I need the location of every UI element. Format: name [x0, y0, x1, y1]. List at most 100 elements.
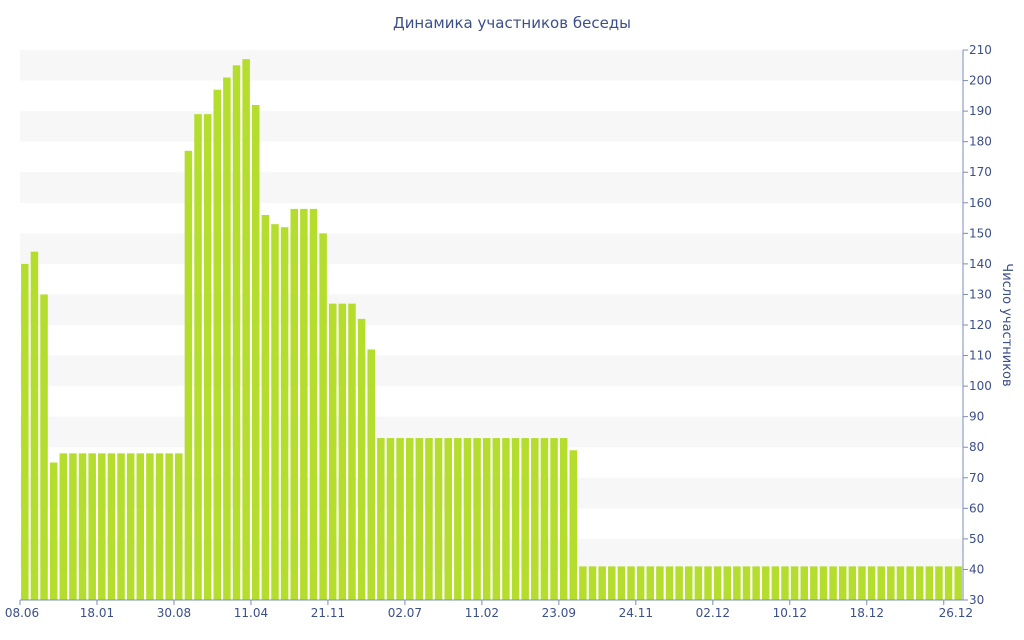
- bar: [184, 150, 193, 600]
- x-tick-label: 08.06: [5, 606, 39, 620]
- bar: [69, 453, 77, 600]
- bar: [771, 566, 780, 600]
- x-tick-label: 11.04: [234, 606, 268, 620]
- bar: [348, 303, 356, 600]
- bar: [117, 453, 125, 600]
- y-tick-label: 120: [969, 318, 992, 332]
- bar: [328, 303, 337, 600]
- bar: [810, 566, 818, 600]
- y-tick-label: 140: [969, 257, 992, 271]
- bar: [194, 114, 202, 601]
- bar: [271, 224, 279, 601]
- bar: [357, 318, 366, 600]
- bar: [531, 438, 539, 600]
- grid-band: [20, 172, 963, 203]
- bar: [165, 453, 173, 600]
- y-tick-label: 210: [969, 43, 992, 57]
- chart-title: Динамика участников беседы: [393, 14, 631, 32]
- grid-band: [20, 50, 963, 81]
- bar: [838, 566, 847, 600]
- bar: [665, 566, 674, 600]
- y-tick-label: 110: [969, 349, 992, 363]
- bar: [858, 566, 866, 600]
- bar: [59, 453, 68, 600]
- bar: [454, 438, 462, 600]
- bar: [733, 566, 741, 600]
- bar: [752, 566, 760, 600]
- bar: [608, 566, 616, 600]
- bar: [915, 566, 924, 600]
- bar: [252, 105, 260, 600]
- bar: [126, 453, 135, 600]
- bar: [482, 438, 491, 600]
- bar: [781, 566, 789, 600]
- bar: [396, 438, 404, 600]
- bar: [617, 566, 626, 600]
- bar: [78, 453, 87, 600]
- bar: [867, 566, 876, 600]
- bar: [588, 566, 597, 600]
- bar: [704, 566, 712, 600]
- bar: [290, 208, 298, 600]
- bar: [203, 114, 212, 601]
- bar: [511, 438, 520, 600]
- x-tick-label: 18.12: [850, 606, 884, 620]
- bar: [646, 566, 655, 600]
- bar: [367, 349, 375, 600]
- y-axis-label: Число участников: [999, 263, 1014, 386]
- bar: [742, 566, 751, 600]
- bar: [463, 438, 472, 600]
- bar: [21, 263, 29, 600]
- bar: [405, 438, 414, 600]
- bar: [954, 566, 962, 600]
- bar: [502, 438, 510, 600]
- bar: [675, 566, 683, 600]
- bar: [559, 438, 568, 600]
- y-tick-label: 90: [969, 410, 984, 424]
- grid-band: [20, 416, 963, 448]
- bar: [906, 566, 914, 600]
- axes-group: [19, 49, 968, 605]
- y-tick-label: 50: [969, 532, 984, 546]
- bar: [338, 303, 347, 600]
- y-tick-label: 60: [969, 501, 984, 515]
- x-tick-label: 02.12: [696, 606, 730, 620]
- bar: [877, 566, 885, 600]
- bar: [761, 566, 770, 600]
- bar: [261, 215, 270, 600]
- bar: [800, 566, 808, 600]
- bar: [569, 450, 578, 600]
- y-tick-label: 40: [969, 562, 984, 576]
- y-tick-label: 150: [969, 226, 992, 240]
- bar: [887, 566, 895, 600]
- bars-group: [21, 59, 962, 601]
- bar: [146, 453, 154, 600]
- bar: [540, 438, 549, 600]
- bar: [521, 438, 529, 600]
- bar: [848, 566, 857, 600]
- y-tick-label: 70: [969, 471, 984, 485]
- grid-band: [20, 111, 963, 142]
- x-tick-label: 26.12: [939, 606, 973, 620]
- bar: [40, 294, 48, 600]
- grid-band: [20, 294, 963, 325]
- x-tick-label: 18.01: [80, 606, 114, 620]
- grid-band: [20, 355, 963, 387]
- bar: [434, 438, 443, 600]
- bar: [377, 438, 385, 600]
- bar: [636, 566, 645, 600]
- bar: [49, 462, 58, 600]
- bar: [713, 566, 722, 600]
- bar: [925, 566, 934, 600]
- bar: [685, 566, 693, 600]
- bar: [30, 251, 39, 601]
- y-tick-label: 180: [969, 135, 992, 149]
- bar: [98, 453, 106, 600]
- bar: [136, 453, 145, 600]
- y-tick-label: 190: [969, 104, 992, 118]
- bar: [896, 566, 905, 600]
- bar: [155, 453, 164, 600]
- bar: [386, 438, 395, 600]
- bar: [309, 208, 318, 600]
